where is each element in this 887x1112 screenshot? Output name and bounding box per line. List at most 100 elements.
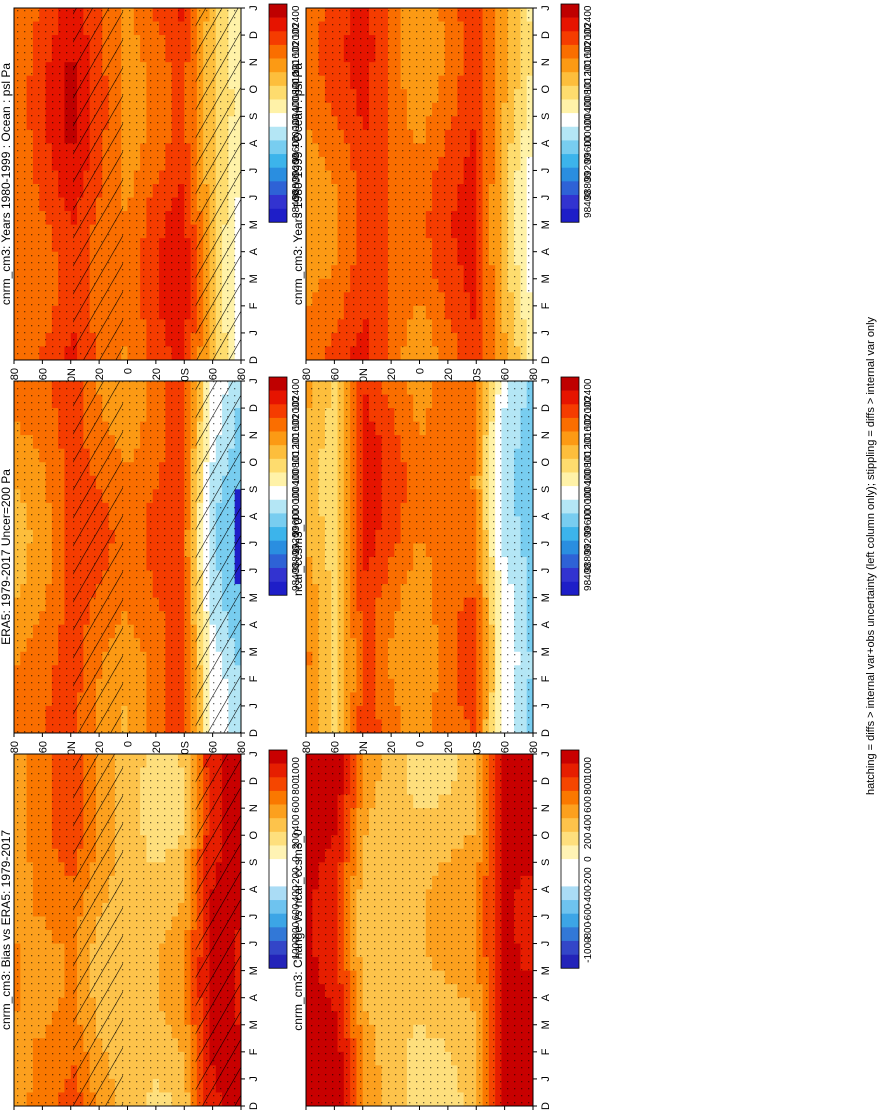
colorbar-label: 99200 [291, 153, 302, 181]
colorbar-label: 98400 [583, 563, 594, 591]
colorbar-swatch [561, 208, 579, 223]
colorbar-label: 99600 [583, 135, 594, 163]
month-tick-label: N [540, 431, 552, 439]
month-tick-label: J [248, 5, 260, 11]
colorbar-swatch [561, 390, 579, 405]
colorbar-swatch [269, 458, 287, 473]
month-tick-label: J [248, 378, 260, 384]
colorbar-label: 98800 [583, 172, 594, 200]
stippling-overlay [306, 8, 533, 360]
lat-tick-label: 20 [443, 368, 455, 380]
lat-tick-label: 20 [386, 741, 398, 753]
month-tick-label: M [540, 593, 552, 602]
colorbar-label: 98800 [583, 545, 594, 573]
colorbar-label: 101600 [583, 414, 594, 448]
colorbar-swatch [269, 140, 287, 155]
colorbar-swatch [561, 540, 579, 555]
colorbar-swatch [561, 85, 579, 100]
colorbar-swatch [269, 99, 287, 114]
colorbar-swatch [561, 581, 579, 596]
colorbar-label: 98400 [583, 190, 594, 218]
hatching-overlay [195, 381, 241, 733]
colorbar-swatch [561, 404, 579, 419]
colorbar-label: 98400 [291, 190, 302, 218]
colorbar-swatch [561, 472, 579, 487]
colorbar-swatch [269, 445, 287, 460]
lat-tick-label: 20 [94, 368, 106, 380]
colorbar-label: 100800 [291, 451, 302, 485]
colorbar-swatch [269, 390, 287, 405]
colorbar-frame [560, 3, 580, 223]
month-tick-label: J [540, 541, 552, 547]
month-tick-label: A [248, 247, 260, 255]
lat-tick-label: 20 [151, 741, 163, 753]
month-tick-label: A [540, 139, 552, 147]
colorbar-label: 100000 [583, 114, 594, 148]
month-tick-label: D [540, 356, 552, 364]
colorbar-swatch [561, 377, 579, 391]
colorbar-swatch [269, 17, 287, 32]
colorbar-frame [268, 3, 288, 223]
colorbar-swatch [561, 458, 579, 473]
colorbar-swatch [269, 31, 287, 46]
month-tick-label: O [540, 458, 552, 467]
month-tick-label: F [540, 302, 552, 309]
month-tick-label: J [248, 195, 260, 201]
colorbar-swatch [561, 167, 579, 182]
colorbar-swatch [269, 154, 287, 168]
month-tick-label: N [540, 58, 552, 66]
colorbar-swatch [561, 554, 579, 569]
colorbar-label: 101600 [291, 414, 302, 448]
colorbar-label: 100000 [291, 114, 302, 148]
colorbar-label: 101200 [291, 60, 302, 94]
lat-tick-label: 60 [37, 368, 49, 380]
colorbar-swatch [269, 404, 287, 419]
month-tick-label: D [540, 31, 552, 39]
month-tick-label: M [540, 647, 552, 656]
colorbar-swatch [269, 126, 287, 141]
lat-tick-label: 0 [123, 741, 135, 747]
panel-grid: 80 60 40N 20 0 20 40S 60 80DJFMAMJJASONDJcnrm_cm… [0, 3, 594, 1110]
month-tick-label: D [248, 356, 260, 364]
month-tick-label: M [248, 220, 260, 229]
month-tick-label: A [248, 620, 260, 628]
colorbar-frame [268, 376, 288, 596]
stippling-overlay [306, 381, 533, 733]
colorbar-label: 101600 [583, 41, 594, 75]
month-tick-label: S [248, 113, 260, 120]
colorbar-swatch [269, 431, 287, 446]
month-tick-label: D [248, 404, 260, 412]
month-tick-label: A [248, 512, 260, 520]
colorbar-frame [560, 376, 580, 596]
colorbar-label: 101600 [291, 41, 302, 75]
month-tick-label: S [248, 486, 260, 493]
colorbar-swatch [561, 181, 579, 196]
lat-tick-label: 80 [528, 741, 540, 753]
colorbar-label: 101200 [583, 60, 594, 94]
colorbar-swatch [561, 431, 579, 446]
month-tick-label: J [540, 703, 552, 709]
colorbar-swatch [269, 58, 287, 73]
colorbar-label: 100400 [583, 469, 594, 503]
colorbar-swatch [269, 72, 287, 87]
colorbar-label: 102000 [291, 396, 302, 430]
colorbar-swatch [561, 499, 579, 514]
colorbar-label: 98400 [291, 563, 302, 591]
lat-tick-label: 20 [94, 741, 106, 753]
colorbar-label: 100400 [583, 96, 594, 130]
colorbar-label: 98800 [291, 545, 302, 573]
lat-tick-label: 80 [9, 368, 21, 380]
month-tick-label: D [248, 31, 260, 39]
month-tick-label: J [540, 378, 552, 384]
lat-tick-label: 0 [415, 741, 427, 747]
colorbar-swatch [561, 126, 579, 141]
colorbar-swatch [269, 417, 287, 432]
lat-tick-label: 20 [386, 368, 398, 380]
month-tick-label: J [248, 168, 260, 174]
colorbar-swatch [561, 17, 579, 32]
month-tick-label: J [540, 330, 552, 336]
month-tick-label: J [540, 168, 552, 174]
colorbar-swatch [561, 4, 579, 18]
lat-tick-label: 60 [500, 368, 512, 380]
